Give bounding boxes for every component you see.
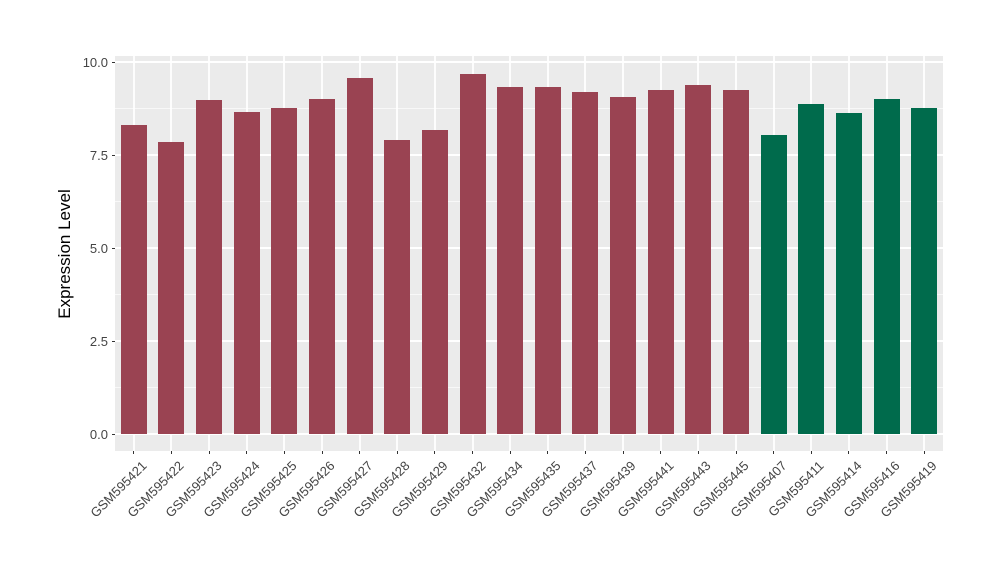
x-tick-mark	[208, 451, 210, 454]
x-tick-mark	[848, 451, 850, 454]
bar-GSM595424	[233, 112, 260, 434]
x-tick-mark	[773, 451, 775, 454]
bar-GSM595434	[497, 87, 524, 434]
y-tick-label: 2.5	[89, 333, 108, 349]
gridline-horizontal-minor	[115, 294, 943, 295]
bar-GSM595419	[911, 107, 938, 434]
x-tick-mark	[472, 451, 474, 454]
y-tick-mark	[112, 61, 115, 63]
bar-GSM595432	[459, 74, 486, 434]
plot-panel	[115, 56, 943, 451]
bar-GSM595421	[120, 125, 147, 434]
x-tick-mark	[923, 451, 925, 454]
x-tick-mark	[886, 451, 888, 454]
bar-GSM595425	[271, 107, 298, 434]
bar-GSM595407	[760, 134, 787, 434]
x-tick-mark	[735, 451, 737, 454]
x-tick-mark	[170, 451, 172, 454]
bar-GSM595441	[647, 89, 674, 434]
y-tick-label: 10.0	[82, 54, 108, 70]
x-tick-mark	[321, 451, 323, 454]
bar-GSM595428	[384, 140, 411, 434]
bar-GSM595435	[534, 87, 561, 434]
gridline-horizontal-major	[115, 154, 943, 156]
bar-GSM595439	[610, 96, 637, 434]
x-tick-mark	[810, 451, 812, 454]
bar-GSM595426	[309, 99, 335, 434]
x-tick-mark	[396, 451, 398, 454]
gridline-horizontal-major	[115, 340, 943, 342]
gridline-horizontal-minor	[115, 201, 943, 202]
bar-GSM595422	[158, 141, 185, 434]
y-tick-label: 5.0	[89, 240, 108, 256]
x-tick-mark	[283, 451, 285, 454]
x-tick-mark	[133, 451, 135, 454]
x-tick-mark	[246, 451, 248, 454]
y-tick-mark	[112, 247, 115, 249]
bar-GSM595429	[421, 130, 448, 434]
gridline-horizontal-major	[115, 61, 943, 63]
bar-GSM595427	[346, 77, 373, 434]
y-tick-mark	[112, 154, 115, 156]
y-tick-mark	[112, 433, 115, 435]
gridline-horizontal-major	[115, 433, 943, 435]
gridline-horizontal-minor	[115, 108, 943, 109]
x-tick-mark	[584, 451, 586, 454]
x-tick-mark	[697, 451, 699, 454]
bar-GSM595443	[685, 85, 712, 434]
x-tick-mark	[622, 451, 624, 454]
bar-GSM595423	[196, 100, 223, 434]
y-tick-label: 0.0	[89, 426, 108, 442]
y-tick-label: 7.5	[89, 147, 108, 163]
x-tick-mark	[434, 451, 436, 454]
x-tick-mark	[359, 451, 361, 454]
x-tick-mark	[547, 451, 549, 454]
gridline-horizontal-major	[115, 247, 943, 249]
x-tick-mark	[660, 451, 662, 454]
gridline-horizontal-minor	[115, 387, 943, 388]
bar-GSM595416	[873, 99, 900, 434]
x-tick-mark	[509, 451, 511, 454]
bar-GSM595445	[723, 89, 749, 434]
y-tick-mark	[112, 340, 115, 342]
bar-GSM595414	[835, 113, 862, 434]
bar-GSM595411	[798, 104, 825, 434]
bar-GSM595437	[572, 92, 599, 434]
